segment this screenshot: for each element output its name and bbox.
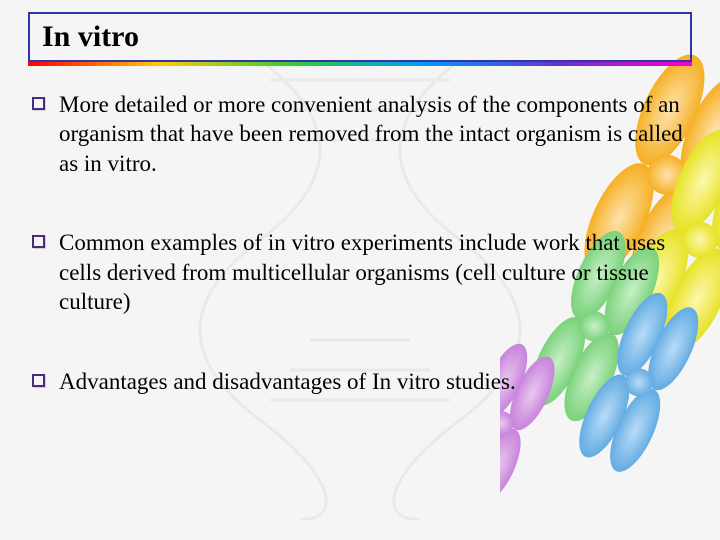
- bullet-text: More detailed or more convenient analysi…: [59, 90, 692, 178]
- square-bullet-icon: [32, 374, 45, 387]
- list-item: More detailed or more convenient analysi…: [32, 90, 692, 178]
- list-item: Common examples of in vitro experiments …: [32, 228, 692, 316]
- bullet-text: Common examples of in vitro experiments …: [59, 228, 692, 316]
- title-box: In vitro: [28, 12, 692, 62]
- square-bullet-icon: [32, 235, 45, 248]
- slide-container: In vitro More detailed or more convenien…: [0, 0, 720, 540]
- bullet-list: More detailed or more convenient analysi…: [28, 90, 692, 396]
- bullet-text: Advantages and disadvantages of In vitro…: [59, 367, 692, 396]
- list-item: Advantages and disadvantages of In vitro…: [32, 367, 692, 396]
- square-bullet-icon: [32, 97, 45, 110]
- slide-title: In vitro: [42, 20, 678, 54]
